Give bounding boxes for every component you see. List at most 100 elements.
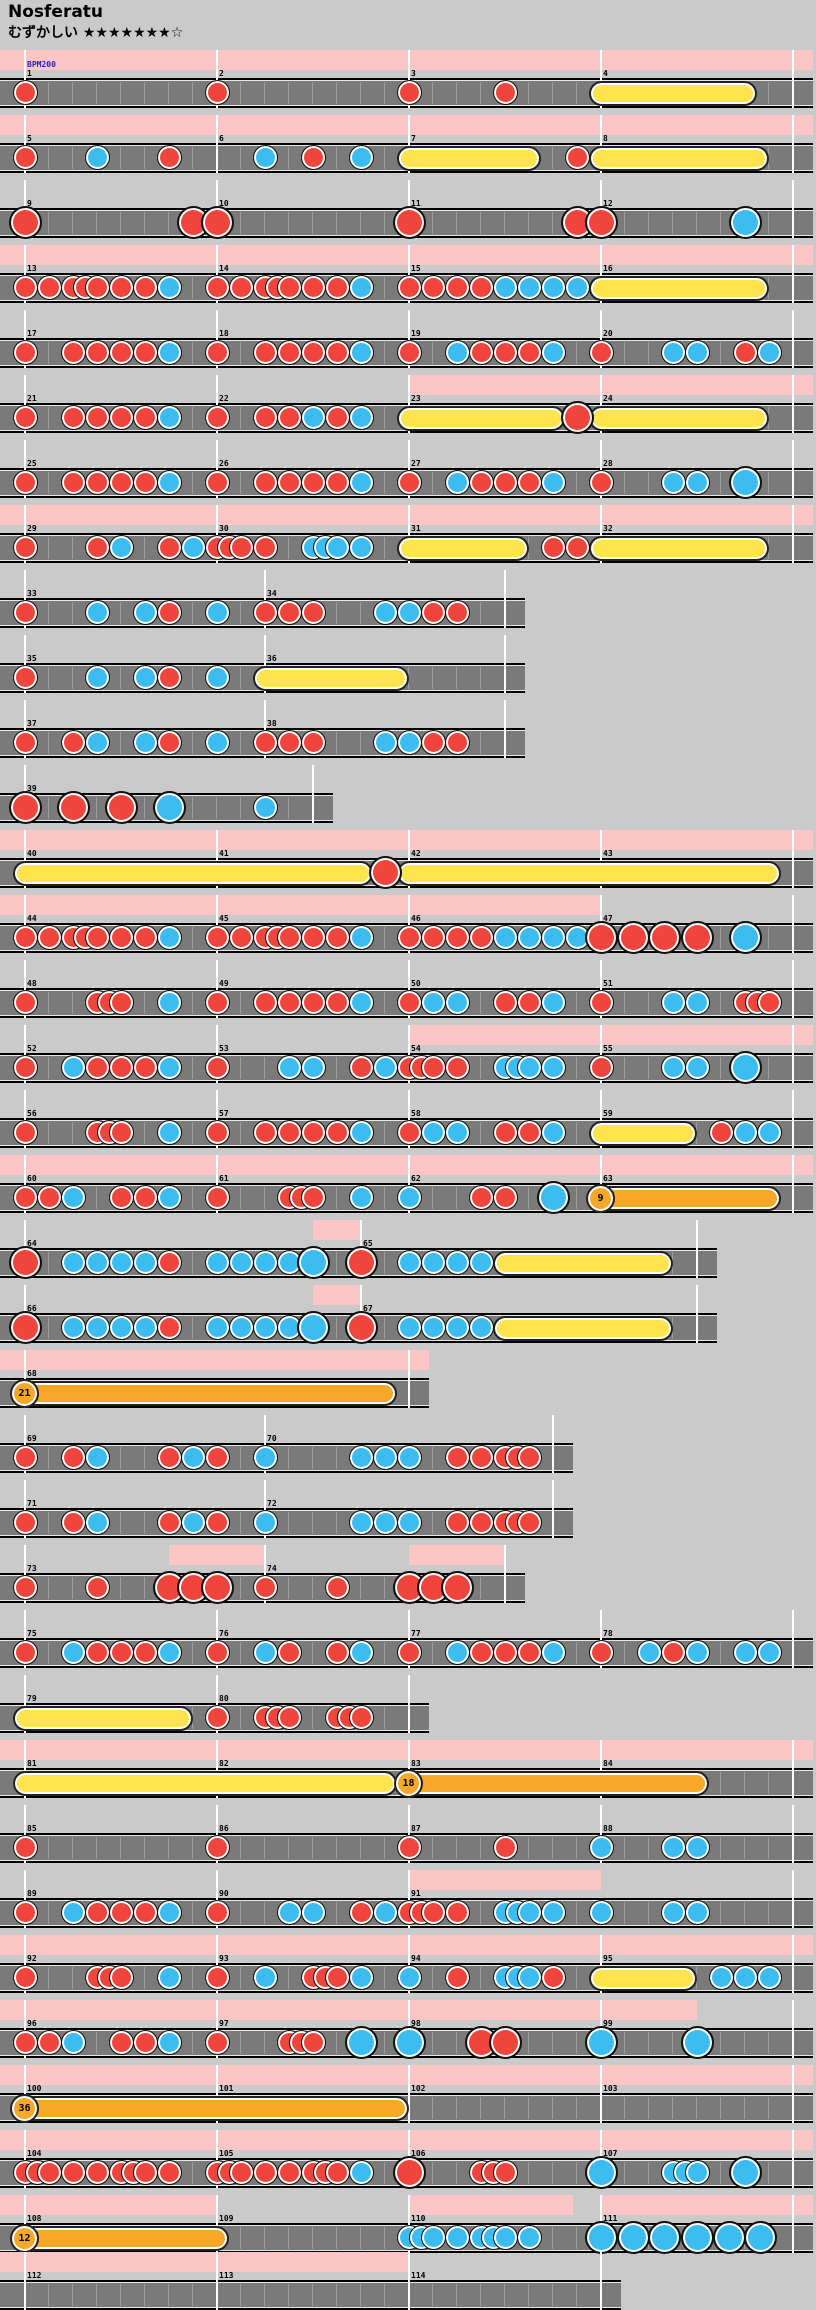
don-note [108, 275, 134, 300]
ka-note [348, 1185, 374, 1210]
measure-line [216, 895, 218, 953]
don-note [276, 730, 302, 755]
don-note [420, 1055, 446, 1080]
ka-note [420, 990, 446, 1015]
don-note [132, 405, 158, 430]
measure-line [792, 310, 794, 368]
don-note [60, 1510, 86, 1535]
measure-line [792, 440, 794, 498]
don-note [12, 275, 38, 300]
ka-note [348, 1965, 374, 1990]
don-note [276, 340, 302, 365]
measure-line [600, 115, 602, 173]
measure-number: 8 [603, 134, 608, 143]
measure-number: 1 [27, 69, 32, 78]
chart-row: 29 30 31 32 [0, 503, 813, 563]
measure-number: 50 [411, 979, 421, 988]
measure-line [216, 1870, 218, 1928]
ka-note [420, 1250, 446, 1275]
don-note [444, 1055, 470, 1080]
big-ka-note [344, 2026, 378, 2059]
don-note [252, 1575, 278, 1600]
don-note [492, 1835, 518, 1860]
measure-line [792, 2130, 794, 2188]
measure-line [216, 2195, 218, 2253]
ka-note [492, 275, 518, 300]
ka-note [660, 470, 686, 495]
chart-row: 73 74 [0, 1543, 525, 1604]
don-note [252, 405, 278, 430]
measure-number: 108 [27, 2214, 42, 2223]
measure-number: 92 [27, 1954, 37, 1963]
don-note [300, 340, 326, 365]
measure-number: 40 [27, 849, 37, 858]
big-ka-note [152, 791, 186, 824]
don-note [300, 990, 326, 1015]
chart-row: 9 10 11 12 [0, 178, 813, 239]
measure-number: 21 [27, 394, 37, 403]
big-don-note [488, 2026, 522, 2059]
don-note [492, 2160, 518, 2185]
eighth-grid [409, 2284, 601, 2306]
ka-note [492, 925, 518, 950]
ka-note [252, 145, 278, 170]
measure-line [792, 245, 794, 303]
measure-number: 39 [27, 784, 37, 793]
don-note [60, 470, 86, 495]
measure-number: 77 [411, 1629, 421, 1638]
big-don-note [680, 921, 714, 954]
ka-note [684, 1640, 710, 1665]
ka-note [732, 1120, 758, 1145]
chart-row: 75 76 77 78 [0, 1608, 813, 1668]
balloon-head: 12 [10, 2224, 39, 2253]
measure-number: 69 [27, 1434, 37, 1443]
don-note [12, 405, 38, 430]
measure-number: 58 [411, 1109, 421, 1118]
don-note [12, 990, 38, 1015]
measure-line [216, 2252, 218, 2310]
don-note [300, 730, 326, 755]
gogo-strip [601, 2195, 813, 2215]
don-note [156, 730, 182, 755]
measure-line [408, 1025, 410, 1083]
don-note [396, 925, 422, 950]
don-note [204, 925, 230, 950]
chart-row: 5 6 7 8 [0, 113, 813, 173]
measure-line [216, 2065, 218, 2123]
gogo-strip [0, 830, 813, 850]
measure-line [408, 960, 410, 1018]
big-ka-note [680, 2026, 714, 2059]
measure-number: 110 [411, 2214, 426, 2223]
measure-number: 104 [27, 2149, 42, 2158]
measure-number: 102 [411, 2084, 426, 2093]
don-note [444, 1900, 470, 1925]
ka-note [300, 1055, 326, 1080]
balloon-count: 12 [18, 2233, 31, 2244]
measure-line [504, 1545, 506, 1603]
ka-note [732, 1640, 758, 1665]
don-note [156, 535, 182, 560]
don-note [228, 535, 254, 560]
ka-note [156, 1965, 182, 1990]
measure-number: 78 [603, 1629, 613, 1638]
don-note [588, 1055, 614, 1080]
measure-line [696, 1285, 698, 1343]
don-note [204, 1510, 230, 1535]
measure-number: 14 [219, 264, 229, 273]
don-note [396, 990, 422, 1015]
measure-line [408, 1155, 410, 1213]
measure-number: 7 [411, 134, 416, 143]
big-ka-note [584, 2026, 618, 2059]
don-note [12, 1510, 38, 1535]
don-note [300, 2030, 326, 2055]
measure-line [24, 1935, 26, 1993]
ka-note [348, 405, 374, 430]
don-note [204, 470, 230, 495]
don-note [324, 405, 350, 430]
don-note [108, 1640, 134, 1665]
don-note [468, 275, 494, 300]
don-note [252, 2160, 278, 2185]
don-note [276, 925, 302, 950]
don-note [156, 1510, 182, 1535]
measure-line [24, 960, 26, 1018]
